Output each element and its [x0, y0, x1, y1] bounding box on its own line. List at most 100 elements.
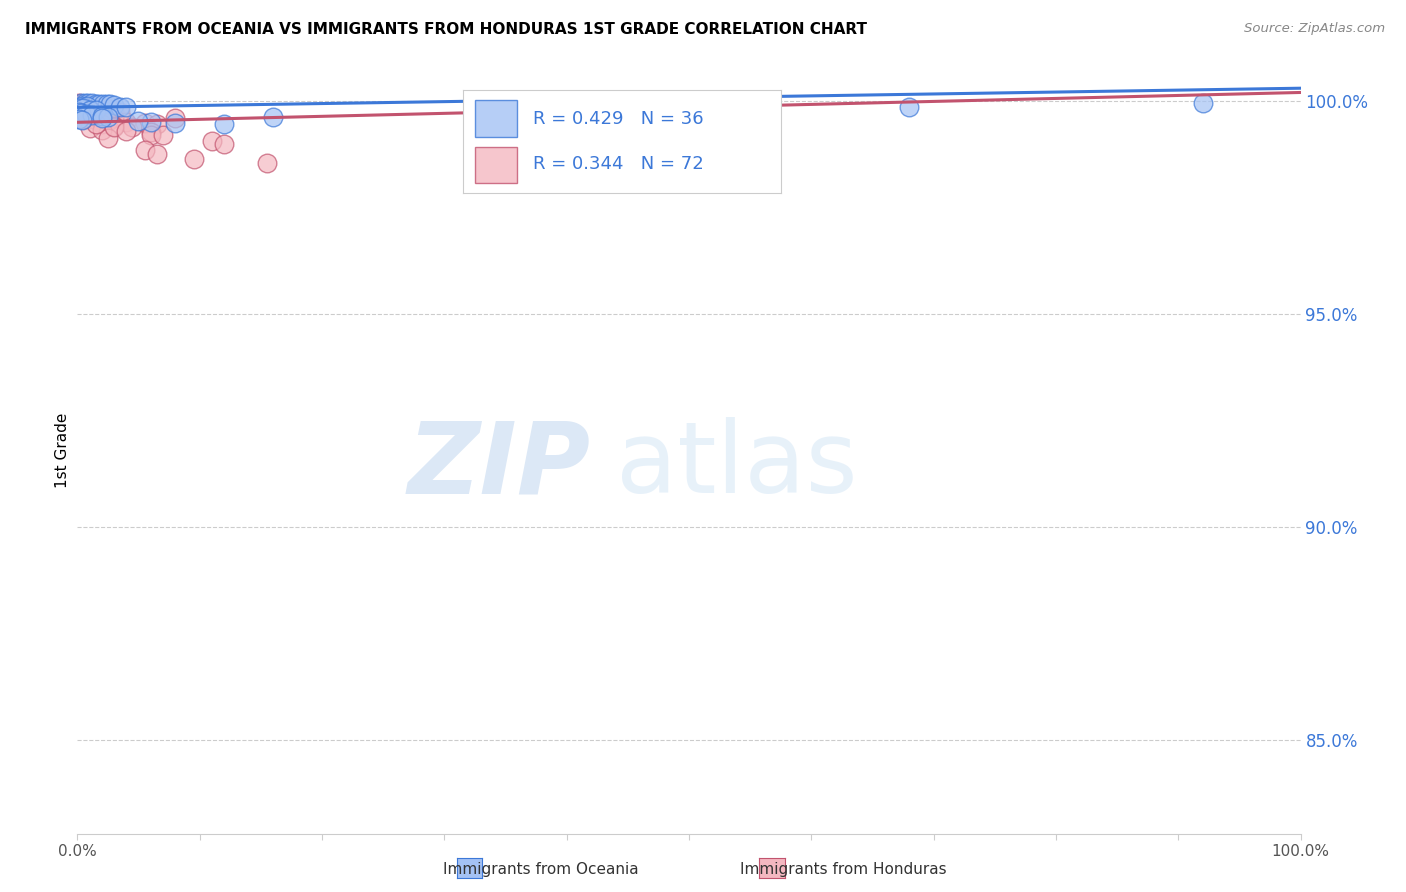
- Point: [76, 99, 98, 113]
- Point: [79, 98, 101, 112]
- Point: [75, 107, 97, 121]
- Point: [115, 115, 138, 129]
- Point: [93, 102, 115, 116]
- Y-axis label: 1st Grade: 1st Grade: [55, 413, 70, 488]
- Point: [70, 113, 93, 128]
- Point: [67, 96, 90, 111]
- Point: [67, 112, 90, 126]
- Point: [79, 100, 101, 114]
- Point: [183, 152, 205, 166]
- Point: [80, 106, 103, 120]
- Point: [97, 104, 120, 119]
- Point: [69, 103, 91, 117]
- Point: [97, 107, 120, 121]
- Point: [90, 101, 112, 115]
- Point: [108, 99, 131, 113]
- Point: [89, 99, 111, 113]
- Point: [80, 98, 103, 112]
- Point: [134, 143, 156, 157]
- Point: [90, 103, 112, 118]
- Text: Immigrants from Oceania: Immigrants from Oceania: [443, 863, 640, 877]
- Point: [70, 97, 93, 112]
- Point: [97, 110, 120, 124]
- Point: [84, 113, 107, 128]
- Point: [678, 104, 700, 119]
- Point: [90, 99, 112, 113]
- Point: [97, 114, 120, 128]
- Point: [84, 117, 107, 131]
- Point: [70, 106, 93, 120]
- Point: [83, 98, 105, 112]
- Text: atlas: atlas: [616, 417, 858, 515]
- Point: [256, 155, 278, 169]
- Point: [70, 99, 93, 113]
- Point: [139, 115, 162, 129]
- Point: [89, 97, 111, 112]
- Point: [76, 103, 98, 117]
- Point: [108, 104, 131, 119]
- Point: [70, 100, 93, 114]
- Point: [84, 103, 107, 118]
- Point: [139, 128, 162, 142]
- Point: [77, 112, 100, 127]
- Point: [84, 97, 107, 112]
- Point: [90, 111, 112, 125]
- Point: [86, 103, 108, 118]
- Point: [531, 107, 554, 121]
- Point: [80, 108, 103, 122]
- Point: [90, 122, 112, 136]
- Point: [69, 101, 91, 115]
- Point: [72, 100, 94, 114]
- Point: [98, 97, 121, 112]
- Point: [75, 106, 97, 120]
- Point: [69, 96, 91, 111]
- Point: [93, 110, 115, 124]
- Point: [91, 97, 114, 112]
- Point: [115, 124, 138, 138]
- Point: [70, 96, 93, 111]
- Point: [146, 147, 169, 161]
- Point: [127, 114, 149, 128]
- Point: [139, 125, 162, 139]
- Point: [73, 96, 96, 111]
- Point: [103, 120, 125, 134]
- Point: [212, 117, 235, 131]
- Point: [76, 98, 98, 112]
- Point: [103, 119, 125, 133]
- Point: [79, 109, 101, 123]
- Point: [96, 97, 118, 112]
- Point: [67, 104, 90, 119]
- Point: [79, 121, 101, 136]
- Point: [80, 96, 103, 111]
- Point: [97, 131, 120, 145]
- Point: [201, 135, 224, 149]
- Point: [165, 111, 187, 125]
- Point: [67, 99, 90, 113]
- Point: [80, 103, 103, 118]
- Point: [72, 101, 94, 115]
- Point: [90, 117, 112, 131]
- Point: [89, 107, 111, 121]
- Point: [212, 137, 235, 152]
- Point: [146, 117, 169, 131]
- Point: [86, 99, 108, 113]
- Point: [73, 98, 96, 112]
- Point: [103, 98, 125, 112]
- Point: [165, 116, 187, 130]
- Point: [115, 100, 138, 114]
- Point: [73, 108, 96, 122]
- Point: [75, 100, 97, 114]
- Point: [97, 102, 120, 116]
- Text: IMMIGRANTS FROM OCEANIA VS IMMIGRANTS FROM HONDURAS 1ST GRADE CORRELATION CHART: IMMIGRANTS FROM OCEANIA VS IMMIGRANTS FR…: [25, 22, 868, 37]
- Point: [79, 103, 101, 117]
- Point: [262, 110, 284, 124]
- Point: [72, 103, 94, 117]
- Point: [77, 96, 100, 111]
- Text: Source: ZipAtlas.com: Source: ZipAtlas.com: [1244, 22, 1385, 36]
- Text: ZIP: ZIP: [408, 417, 591, 515]
- Point: [100, 102, 122, 116]
- Point: [86, 101, 108, 115]
- Text: Immigrants from Honduras: Immigrants from Honduras: [741, 863, 946, 877]
- Point: [72, 112, 94, 126]
- Point: [121, 120, 143, 134]
